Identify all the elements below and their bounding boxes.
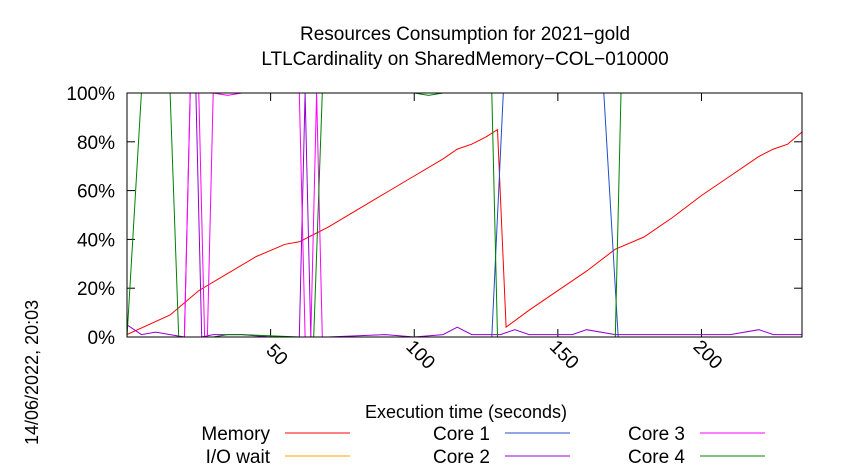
y-tick-label: 60% <box>77 182 115 203</box>
x-tick-label: 50 <box>262 340 292 370</box>
x-tick-label: 100 <box>401 336 438 373</box>
y-tick-label: 80% <box>77 133 115 154</box>
y-tick-label: 20% <box>77 279 115 300</box>
y-axis-ticks: 0% 20% 40% 60% 80% 100% <box>66 84 802 349</box>
legend-label: Core 3 <box>628 424 685 445</box>
legend-label: I/O wait <box>206 447 271 468</box>
series-line-core-2 <box>126 92 802 338</box>
series-line-core-4 <box>126 92 802 338</box>
series-line-memory <box>126 128 803 336</box>
legend-label: Core 4 <box>628 447 685 468</box>
y-tick-label: 100% <box>66 84 115 105</box>
x-tick-label: 200 <box>689 336 726 373</box>
series-line-core-3 <box>127 92 802 338</box>
legend-label: Memory <box>201 424 270 445</box>
x-axis-label: Execution time (seconds) <box>365 402 567 422</box>
y-tick-label: 0% <box>88 328 116 349</box>
plot-border <box>126 92 803 338</box>
legend-label: Core 1 <box>433 424 490 445</box>
series-line-core-1 <box>127 92 802 338</box>
x-axis-ticks: 50 100 150 200 <box>262 93 726 374</box>
x-tick-label: 150 <box>545 336 582 373</box>
y-tick-label: 40% <box>77 230 115 251</box>
chart-title: Resources Consumption for 2021−gold <box>300 24 630 45</box>
chart-subtitle: LTLCardinality on SharedMemory−COL−01000… <box>261 49 668 70</box>
legend-label: Core 2 <box>433 447 490 468</box>
timestamp-label: 14/06/2022, 20:03 <box>22 300 42 445</box>
plot-area <box>126 92 803 338</box>
